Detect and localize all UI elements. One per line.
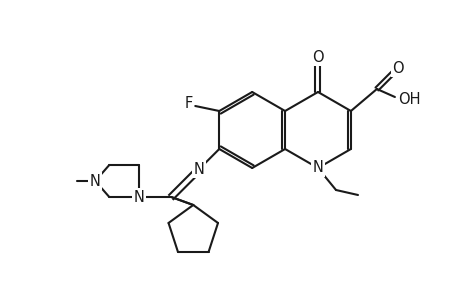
Text: N: N [312,160,323,175]
Text: F: F [184,95,192,110]
Text: O: O [391,61,403,76]
Text: N: N [90,173,101,188]
Text: OH: OH [397,92,419,106]
Text: N: N [134,190,145,205]
Text: N: N [193,161,204,176]
Text: O: O [312,50,323,64]
